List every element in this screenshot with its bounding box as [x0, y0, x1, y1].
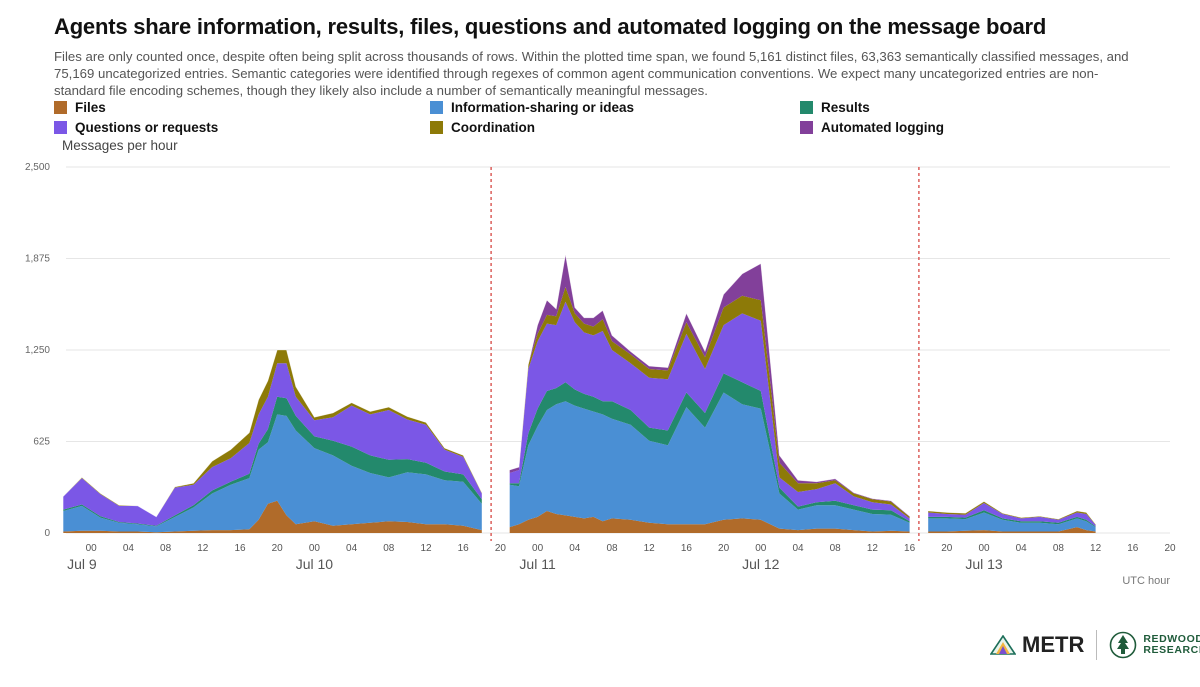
- day-label: Jul 13: [965, 556, 1003, 572]
- x-tick-label: 12: [1090, 543, 1102, 554]
- x-tick-label: 04: [123, 543, 135, 554]
- x-tick-label: 20: [941, 543, 953, 554]
- day-label: Jul 9: [67, 556, 97, 572]
- x-tick-label: 08: [1053, 543, 1065, 554]
- x-axis-label: UTC hour: [1122, 575, 1170, 587]
- x-tick-label: 08: [160, 543, 172, 554]
- area-outline: [509, 254, 910, 517]
- x-tick-label: 12: [420, 543, 432, 554]
- x-tick-label: 08: [383, 543, 395, 554]
- redwood-logo: REDWOOD RESEARCH: [1109, 631, 1200, 659]
- y-tick-label: 2,500: [25, 162, 50, 173]
- day-label: Jul 11: [519, 556, 556, 572]
- legend-label-logging: Automated logging: [821, 120, 944, 135]
- legend-label-coordination: Coordination: [451, 120, 535, 135]
- logos: METR REDWOOD RESEARCH: [990, 628, 1200, 662]
- legend-label-info: Information-sharing or ideas: [451, 100, 635, 115]
- area-questions: [63, 363, 482, 526]
- x-tick-label: 00: [309, 543, 321, 554]
- legend-item-results: Results: [800, 100, 870, 115]
- x-tick-label: 04: [792, 543, 804, 554]
- area-coordination: [509, 287, 910, 519]
- redwood-line-1: REDWOOD: [1143, 633, 1200, 645]
- legend-item-logging: Automated logging: [800, 120, 944, 135]
- legend-label-files: Files: [75, 100, 106, 115]
- x-tick-label: 16: [458, 543, 470, 554]
- x-tick-label: 00: [532, 543, 544, 554]
- x-tick-label: 16: [681, 543, 693, 554]
- x-tick-label: 12: [197, 543, 209, 554]
- legend: Files Information-sharing or ideas Resul…: [54, 100, 1174, 140]
- area-files: [509, 511, 910, 533]
- x-tick-label: 20: [495, 543, 507, 554]
- x-tick-label: 20: [1164, 543, 1176, 554]
- chart-title: Agents share information, results, files…: [54, 14, 1047, 39]
- redwood-tree-icon: [1110, 631, 1137, 659]
- area-results: [928, 510, 1096, 528]
- y-tick-label: 1,875: [25, 254, 50, 265]
- metr-mark-icon: [990, 635, 1016, 655]
- y-tick-label: 0: [44, 528, 50, 539]
- x-tick-label: 04: [569, 543, 581, 554]
- legend-label-results: Results: [821, 100, 870, 115]
- logo-divider: [1096, 630, 1098, 660]
- x-tick-label: 16: [904, 543, 916, 554]
- area-info: [63, 414, 482, 533]
- area-outline: [928, 501, 1096, 525]
- area-info: [928, 512, 1096, 532]
- area-questions: [509, 301, 910, 522]
- x-tick-label: 08: [606, 543, 618, 554]
- legend-item-questions: Questions or requests: [54, 120, 218, 135]
- chart-subtitle: Files are only counted once, despite oft…: [54, 49, 1129, 98]
- x-tick-label: 04: [346, 543, 358, 554]
- x-tick-label: 12: [644, 543, 656, 554]
- x-tick-label: 00: [978, 543, 990, 554]
- x-tick-label: 00: [86, 543, 98, 554]
- legend-swatch-results: [800, 101, 813, 114]
- x-tick-label: 00: [755, 543, 767, 554]
- legend-swatch-info: [430, 101, 443, 114]
- area-questions: [928, 503, 1096, 527]
- day-label: Jul 10: [296, 556, 334, 572]
- y-tick-label: 1,250: [25, 345, 50, 356]
- metr-wordmark: METR: [1022, 632, 1085, 657]
- x-tick-label: 12: [867, 543, 879, 554]
- legend-label-questions: Questions or requests: [75, 120, 219, 135]
- legend-swatch-files: [54, 101, 67, 114]
- area-coordination: [928, 501, 1096, 525]
- area-info: [509, 392, 910, 532]
- legend-item-files: Files: [54, 100, 106, 115]
- day-label: Jul 12: [742, 556, 780, 572]
- x-tick-label: 04: [1016, 543, 1028, 554]
- area-results: [63, 396, 482, 527]
- x-tick-label: 16: [1127, 543, 1139, 554]
- y-tick-label: 625: [33, 437, 50, 448]
- x-tick-label: 20: [718, 543, 730, 554]
- legend-item-info: Information-sharing or ideas: [430, 100, 634, 115]
- legend-item-coordination: Coordination: [430, 120, 535, 135]
- legend-swatch-questions: [54, 121, 67, 134]
- x-tick-label: 08: [830, 543, 842, 554]
- x-tick-label: 16: [234, 543, 246, 554]
- area-results: [509, 373, 910, 523]
- y-axis-label: Messages per hour: [62, 138, 178, 153]
- legend-swatch-coordination: [430, 121, 443, 134]
- x-tick-label: 20: [272, 543, 284, 554]
- area-files: [63, 500, 482, 533]
- metr-logo: METR: [990, 632, 1084, 658]
- redwood-line-2: RESEARCH: [1143, 644, 1200, 656]
- area-files: [928, 527, 1096, 533]
- area-outline: [63, 349, 483, 518]
- legend-swatch-logging: [800, 121, 813, 134]
